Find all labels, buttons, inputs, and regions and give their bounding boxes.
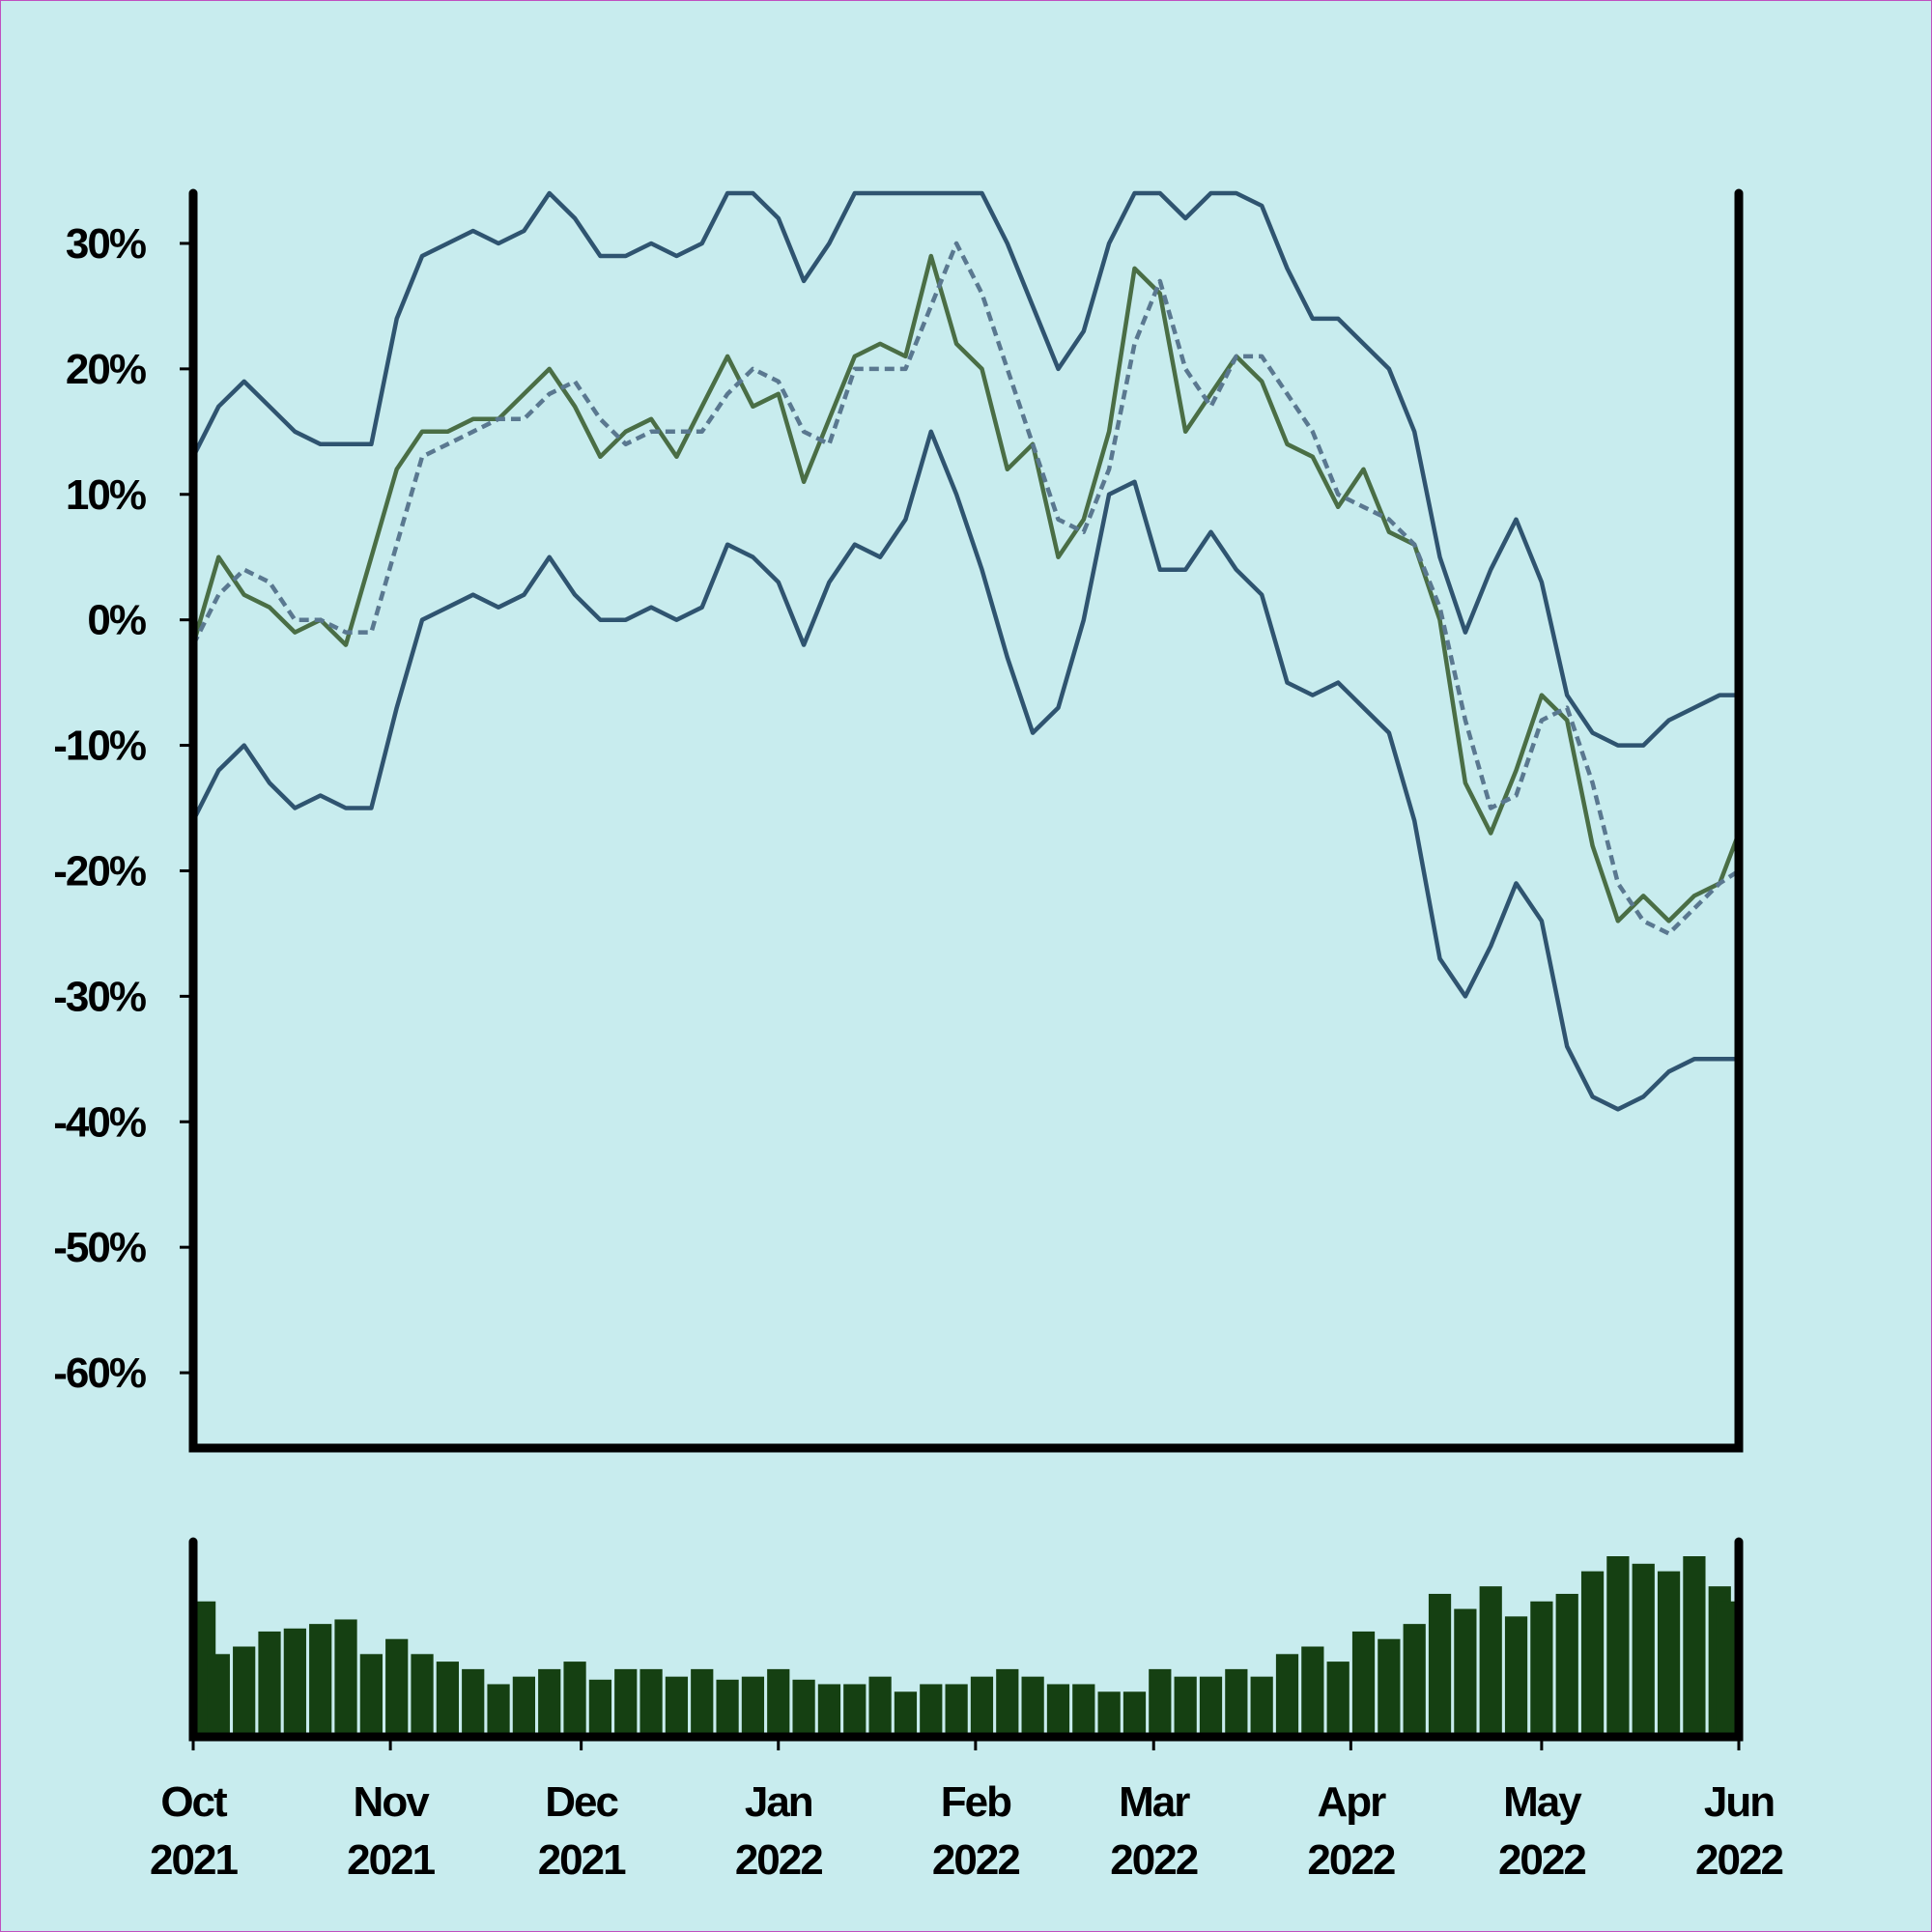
volume-bar <box>385 1638 409 1737</box>
y-tick-label: 30% <box>66 220 146 268</box>
price-panel: 30% 20% 10% 0% -10% -20% -30% -40% -50% -60% <box>53 188 1744 1453</box>
volume-bar <box>1097 1691 1121 1737</box>
volume-bar <box>614 1668 638 1737</box>
volume-bar <box>817 1684 841 1737</box>
volume-bar <box>1580 1571 1605 1737</box>
series-line <box>190 241 1741 936</box>
y-tick-label: -10% <box>53 723 146 770</box>
volume-bar <box>1606 1556 1630 1737</box>
volume-bar <box>741 1676 765 1737</box>
x-tick-label: Mar 2022 <box>1110 1778 1197 1884</box>
volume-bar <box>462 1668 485 1737</box>
volume-bar <box>1122 1691 1147 1737</box>
volume-bar <box>1149 1668 1172 1737</box>
volume-bar <box>894 1691 918 1737</box>
volume-bar <box>691 1668 714 1737</box>
volume-bar <box>1479 1586 1502 1737</box>
volume-bar <box>1530 1601 1553 1737</box>
volume-bar <box>716 1679 739 1737</box>
volume-bar <box>1046 1684 1070 1737</box>
series-line <box>190 253 1742 923</box>
volume-panel: Oct 2021 Nov 2021 Dec 2021 Jan 2022 Feb 2022 Mar 20… <box>150 1537 1784 1884</box>
volume-bar <box>1403 1624 1426 1737</box>
volume-bar <box>487 1684 510 1737</box>
volume-bar <box>767 1668 790 1737</box>
y-tick-label: 10% <box>66 471 146 519</box>
volume-bar <box>283 1628 306 1737</box>
volume-bar <box>1454 1608 1477 1737</box>
x-tick-label: Nov 2021 <box>347 1778 435 1884</box>
volume-bar <box>1504 1616 1528 1737</box>
axis-frame <box>188 1537 1744 1742</box>
y-tick-label: -60% <box>53 1350 146 1397</box>
volume-bar <box>868 1676 892 1737</box>
volume-bar <box>1428 1593 1452 1737</box>
volume-bar <box>359 1654 383 1737</box>
y-tick-label: 20% <box>66 346 146 393</box>
volume-bar <box>1683 1556 1706 1737</box>
volume-bar <box>1174 1676 1197 1737</box>
volume-bar <box>843 1684 867 1737</box>
x-tick-label: Apr 2022 <box>1307 1778 1394 1884</box>
volume-bar <box>1657 1571 1681 1737</box>
x-tick-label: Dec 2021 <box>538 1778 626 1884</box>
volume-bar <box>639 1668 663 1737</box>
series-line <box>190 429 1739 1112</box>
axis-frame <box>188 188 1744 1453</box>
volume-bar <box>1225 1668 1248 1737</box>
volume-bar <box>970 1676 994 1737</box>
volume-bar <box>1199 1676 1223 1737</box>
volume-bar <box>1378 1638 1401 1737</box>
volume-bar <box>1250 1676 1273 1737</box>
y-tick-label: 0% <box>87 597 145 644</box>
x-tick-label: Feb 2022 <box>932 1778 1019 1884</box>
volume-bar <box>258 1631 281 1737</box>
volume-bar <box>588 1679 612 1737</box>
y-tick-label: -40% <box>53 1098 146 1146</box>
volume-bar <box>792 1679 815 1737</box>
volume-bar <box>436 1662 459 1737</box>
volume-bar <box>512 1676 535 1737</box>
volume-bar <box>1351 1631 1376 1737</box>
x-tick-label: Jan 2022 <box>735 1778 822 1884</box>
volume-bar <box>1021 1676 1044 1737</box>
series-line <box>190 190 1739 748</box>
volume-bar <box>1326 1662 1350 1737</box>
volume-bar <box>334 1619 357 1737</box>
volume-bar <box>563 1662 586 1737</box>
volume-bar <box>207 1654 230 1737</box>
y-tick-label: -50% <box>53 1224 146 1271</box>
volume-bar <box>1555 1593 1578 1737</box>
x-tick-label: Oct 2021 <box>150 1778 238 1884</box>
volume-bar <box>1072 1684 1095 1737</box>
volume-bar <box>1275 1654 1299 1737</box>
volume-bar <box>1716 1601 1739 1737</box>
x-tick-label: May 2022 <box>1498 1778 1585 1884</box>
y-tick-label: -20% <box>53 847 146 895</box>
volume-bar <box>665 1676 689 1737</box>
volume-bar <box>920 1684 943 1737</box>
volume-bar <box>1301 1646 1324 1737</box>
volume-bar <box>411 1654 434 1737</box>
volume-bar <box>996 1668 1019 1737</box>
volume-bar <box>945 1684 968 1737</box>
y-tick-label: -30% <box>53 973 146 1020</box>
volume-bar <box>1632 1563 1655 1737</box>
volume-bar <box>309 1624 332 1737</box>
volume-bar <box>233 1646 256 1737</box>
x-tick-label: Jun 2022 <box>1695 1778 1782 1884</box>
volume-bar <box>538 1668 561 1737</box>
